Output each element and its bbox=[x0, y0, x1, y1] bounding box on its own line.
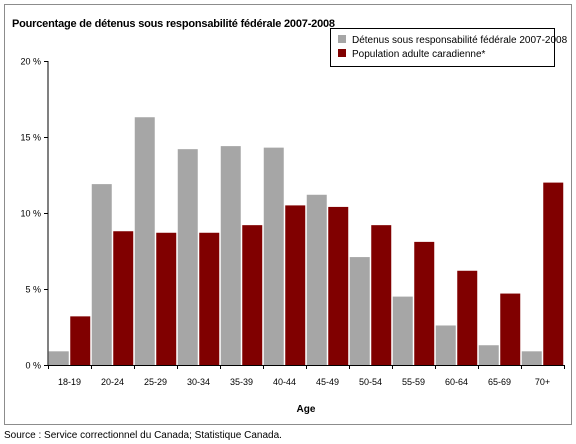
x-axis-title: Age bbox=[297, 404, 316, 415]
bar-population bbox=[500, 293, 521, 365]
x-tick-label: 40-44 bbox=[273, 377, 296, 387]
x-tick-label: 20-24 bbox=[101, 377, 124, 387]
x-tick-label: 65-69 bbox=[488, 377, 511, 387]
bar-population bbox=[242, 225, 263, 365]
legend-label: Détenus sous responsabilité fédérale 200… bbox=[352, 35, 568, 46]
x-tick-label: 35-39 bbox=[230, 377, 253, 387]
x-tick-label: 60-64 bbox=[445, 377, 468, 387]
bar-population bbox=[371, 225, 392, 365]
bar-detenus bbox=[478, 345, 499, 365]
bar-population bbox=[543, 182, 564, 365]
bar-detenus bbox=[521, 351, 542, 365]
bar-detenus bbox=[392, 296, 413, 365]
x-tick-label: 55-59 bbox=[402, 377, 425, 387]
bar-population bbox=[156, 232, 177, 365]
bar-detenus bbox=[48, 351, 69, 365]
bar-population bbox=[113, 231, 134, 365]
legend-swatch bbox=[338, 35, 346, 43]
source-note: Source : Service correctionnel du Canada… bbox=[4, 430, 282, 441]
x-tick-label: 18-19 bbox=[58, 377, 81, 387]
y-tick-label: 10 % bbox=[20, 209, 41, 219]
bar-population bbox=[457, 270, 478, 365]
bar-detenus bbox=[177, 149, 198, 365]
x-tick-label: 30-34 bbox=[187, 377, 210, 387]
y-tick-label: 0 % bbox=[25, 361, 41, 371]
bar-population bbox=[328, 206, 349, 365]
legend-label: Population adulte caradienne* bbox=[352, 49, 486, 60]
legend-swatch bbox=[338, 49, 346, 57]
bar-detenus bbox=[435, 325, 456, 365]
bar-population bbox=[414, 241, 435, 365]
bar-detenus bbox=[134, 117, 155, 366]
y-tick-label: 20 % bbox=[20, 57, 41, 67]
x-tick-label: 45-49 bbox=[316, 377, 339, 387]
chart-title: Pourcentage de détenus sous responsabili… bbox=[12, 18, 335, 30]
legend-box bbox=[330, 28, 555, 67]
bar-population bbox=[285, 205, 306, 365]
x-tick-label: 50-54 bbox=[359, 377, 382, 387]
bar-detenus bbox=[306, 194, 327, 365]
x-tick-label: 70+ bbox=[535, 377, 550, 387]
x-tick-label: 25-29 bbox=[144, 377, 167, 387]
bar-detenus bbox=[220, 146, 241, 365]
y-tick-label: 15 % bbox=[20, 133, 41, 143]
bar-population bbox=[199, 232, 220, 365]
bar-population bbox=[70, 316, 91, 365]
y-tick-label: 5 % bbox=[25, 285, 41, 295]
bar-detenus bbox=[349, 257, 370, 365]
bar-detenus bbox=[91, 184, 112, 365]
bar-detenus bbox=[263, 147, 284, 365]
